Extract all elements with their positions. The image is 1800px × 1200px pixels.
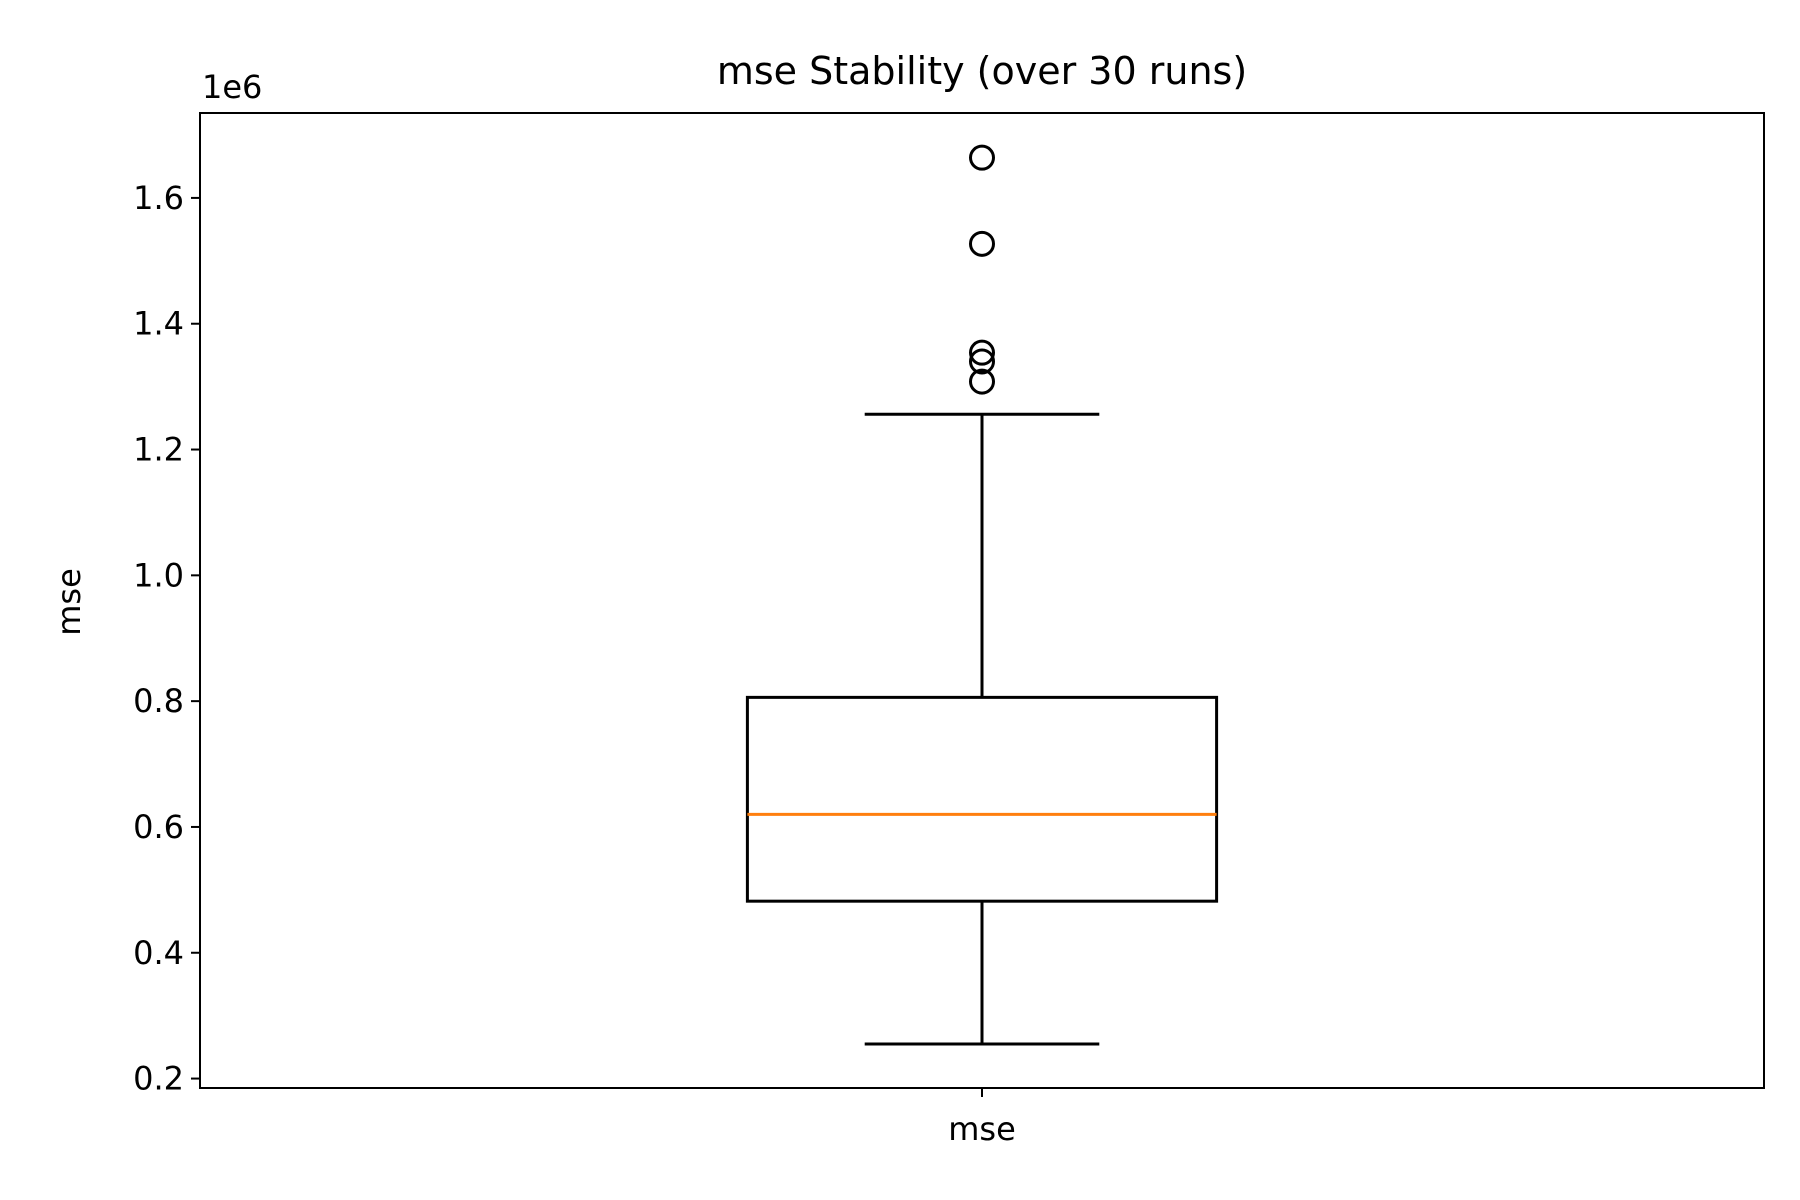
y-tick-label: 1.0 <box>133 556 184 594</box>
iqr-box <box>745 695 1219 903</box>
y-tick-label: 1.4 <box>133 305 184 343</box>
outlier-point <box>969 348 995 375</box>
plot-area <box>745 144 1219 1046</box>
chart-title: mse Stability (over 30 runs) <box>717 49 1247 93</box>
y-tick-label: 1.6 <box>133 179 184 217</box>
y-tick-label: 0.4 <box>133 934 184 972</box>
y-axis-label: mse <box>50 568 88 636</box>
y-tick-label: 1.2 <box>133 431 184 469</box>
y-tick-label: 0.6 <box>133 808 184 846</box>
y-tick-label: 0.2 <box>133 1060 184 1098</box>
outlier-point <box>969 144 995 171</box>
y-tick-label: 0.8 <box>133 682 184 720</box>
outlier-point <box>969 368 995 395</box>
y-offset-label: 1e6 <box>202 68 262 106</box>
x-tick-label: mse <box>948 1110 1016 1148</box>
outlier-point <box>969 339 995 366</box>
outlier-point <box>969 230 995 257</box>
